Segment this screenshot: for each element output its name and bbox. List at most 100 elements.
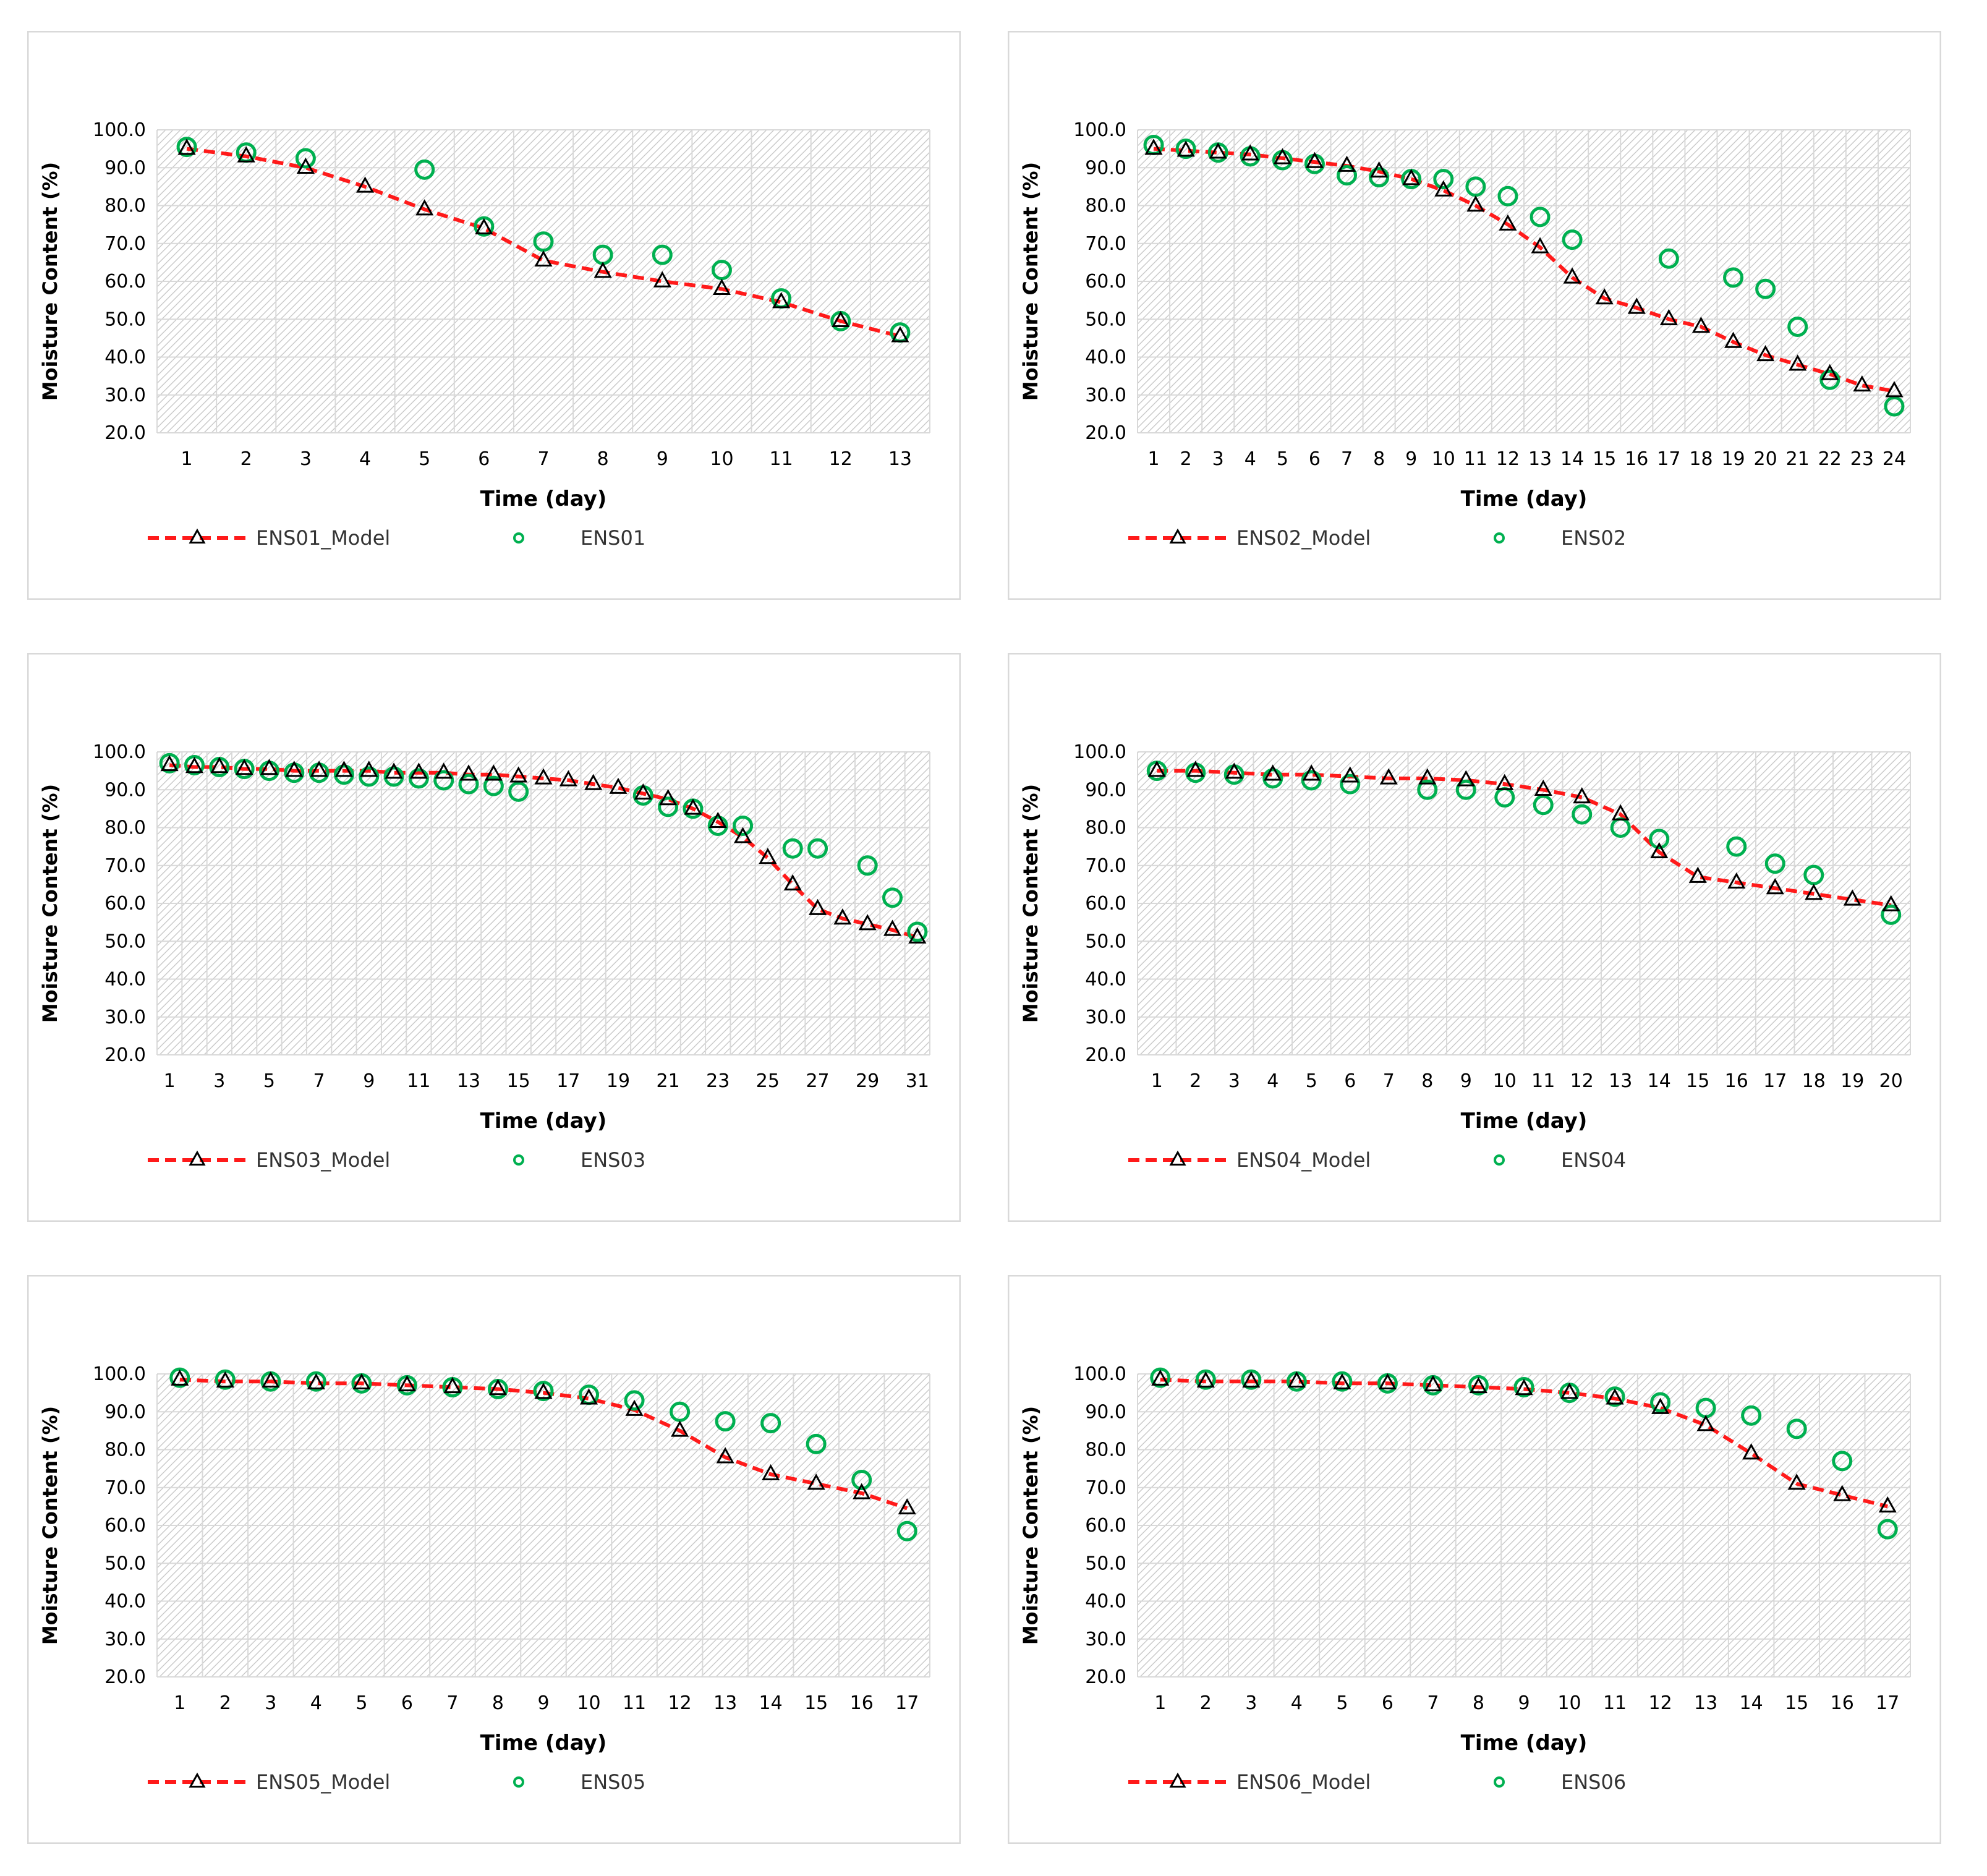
model-point: [1151, 1369, 1170, 1386]
x-tick-label: 11: [1464, 448, 1487, 470]
model-point: [415, 199, 434, 216]
chart-panel-ens06: 20.0 30.0 40.0 50.0 60.0 70.0 80.0 90.0 100.0 1 2 3…: [1008, 1275, 1941, 1844]
model-point: [1378, 1373, 1397, 1390]
measured-point: [760, 1413, 781, 1434]
y-tick-label: 80.0: [1085, 195, 1126, 217]
x-tick-label: 7: [1383, 1070, 1395, 1092]
chart-panel-ens02: 20.0 30.0 40.0 50.0 60.0 70.0 80.0 90.0 100.0 1 2 3…: [1008, 31, 1941, 600]
x-tick-label: 7: [1427, 1692, 1439, 1714]
x-tick-label: 13: [457, 1070, 480, 1092]
legend-model-swatch-marker: [189, 528, 206, 544]
x-tick-label: 3: [1212, 448, 1224, 470]
model-point: [762, 1464, 780, 1481]
model-point: [398, 1375, 416, 1392]
y-tick-label: 70.0: [104, 233, 146, 255]
legend-measured-label: ENS02: [1561, 526, 1626, 550]
model-point: [1531, 237, 1549, 254]
model-point: [772, 292, 791, 309]
legend-measured-swatch: [1494, 1154, 1505, 1166]
model-point: [262, 1371, 280, 1388]
x-tick-label: 17: [895, 1692, 919, 1714]
y-axis-title: Moisture Content (%): [38, 784, 62, 1023]
model-point: [1287, 1371, 1306, 1388]
model-point: [609, 777, 628, 794]
x-tick-label: 2: [219, 1692, 231, 1714]
measured-point: [383, 766, 404, 787]
model-point: [1466, 195, 1485, 212]
x-tick-label: 6: [401, 1692, 413, 1714]
measured-point: [295, 148, 316, 169]
model-point: [310, 761, 328, 777]
model-point: [459, 764, 478, 781]
x-tick-label: 9: [1405, 448, 1417, 470]
measured-point: [857, 855, 878, 876]
measured-point: [658, 796, 679, 817]
model-point: [1241, 144, 1259, 161]
legend-measured-label: ENS04: [1561, 1148, 1626, 1172]
x-tick-label: 2: [240, 448, 252, 470]
x-tick-label: 3: [1228, 1070, 1240, 1092]
measured-point: [1877, 1519, 1898, 1540]
x-tick-label: 11: [407, 1070, 430, 1092]
measured-point: [1340, 774, 1361, 795]
measured-point: [1241, 1369, 1262, 1390]
model-point: [1333, 1373, 1351, 1390]
x-axis-title: Time (day): [1461, 487, 1588, 511]
y-tick-label: 100.0: [93, 119, 146, 141]
x-tick-label: 16: [1831, 1692, 1854, 1714]
measured-point: [1658, 248, 1679, 269]
model-point: [891, 326, 909, 343]
legend-measured-label: ENS01: [581, 526, 645, 550]
model-point: [1196, 1371, 1215, 1388]
y-tick-label: 100.0: [1073, 741, 1126, 763]
model-point: [594, 262, 612, 278]
model-point: [160, 754, 179, 772]
model-point: [853, 1483, 871, 1499]
model-line: [1160, 1378, 1888, 1509]
measured-point: [1175, 139, 1196, 160]
model-point: [653, 271, 671, 288]
model-point: [488, 1379, 508, 1396]
model-point: [1560, 1383, 1579, 1399]
measured-point: [305, 1371, 326, 1392]
y-tick-label: 60.0: [1085, 1515, 1126, 1537]
x-tick-label: 9: [363, 1070, 375, 1092]
measured-point: [896, 1520, 917, 1541]
model-point: [1305, 151, 1324, 168]
x-tick-label: 31: [906, 1070, 929, 1092]
model-point: [584, 774, 603, 790]
model-point: [684, 798, 702, 815]
model-point: [171, 1369, 189, 1386]
measured-point: [1650, 1392, 1671, 1413]
x-tick-label: 8: [1421, 1070, 1433, 1092]
x-tick-label: 14: [1740, 1692, 1763, 1714]
y-tick-label: 90.0: [104, 1401, 146, 1423]
model-point: [352, 1373, 371, 1390]
measured-point: [851, 1470, 872, 1490]
model-point: [1457, 770, 1475, 787]
x-tick-label: 14: [1648, 1070, 1671, 1092]
measured-point: [1455, 779, 1476, 800]
y-tick-label: 40.0: [1085, 1591, 1126, 1613]
model-point: [908, 927, 927, 944]
model-point: [579, 1388, 598, 1405]
legend-model-label: ENS06_Model: [1236, 1770, 1371, 1794]
model-point: [216, 1371, 234, 1388]
measured-point: [1262, 768, 1283, 789]
x-tick-label: 10: [577, 1692, 600, 1714]
y-tick-label: 80.0: [1085, 817, 1126, 839]
model-point: [1225, 762, 1243, 779]
model-point: [360, 761, 378, 777]
x-tick-label: 21: [1786, 448, 1810, 470]
model-point: [1789, 354, 1807, 371]
model-point: [883, 919, 902, 936]
x-tick-label: 17: [556, 1070, 580, 1092]
model-point: [858, 914, 877, 931]
measured-point: [1649, 829, 1670, 850]
y-tick-label: 20.0: [104, 422, 146, 444]
x-tick-label: 16: [1725, 1070, 1748, 1092]
measured-point: [1755, 278, 1776, 299]
model-point: [1627, 297, 1646, 314]
